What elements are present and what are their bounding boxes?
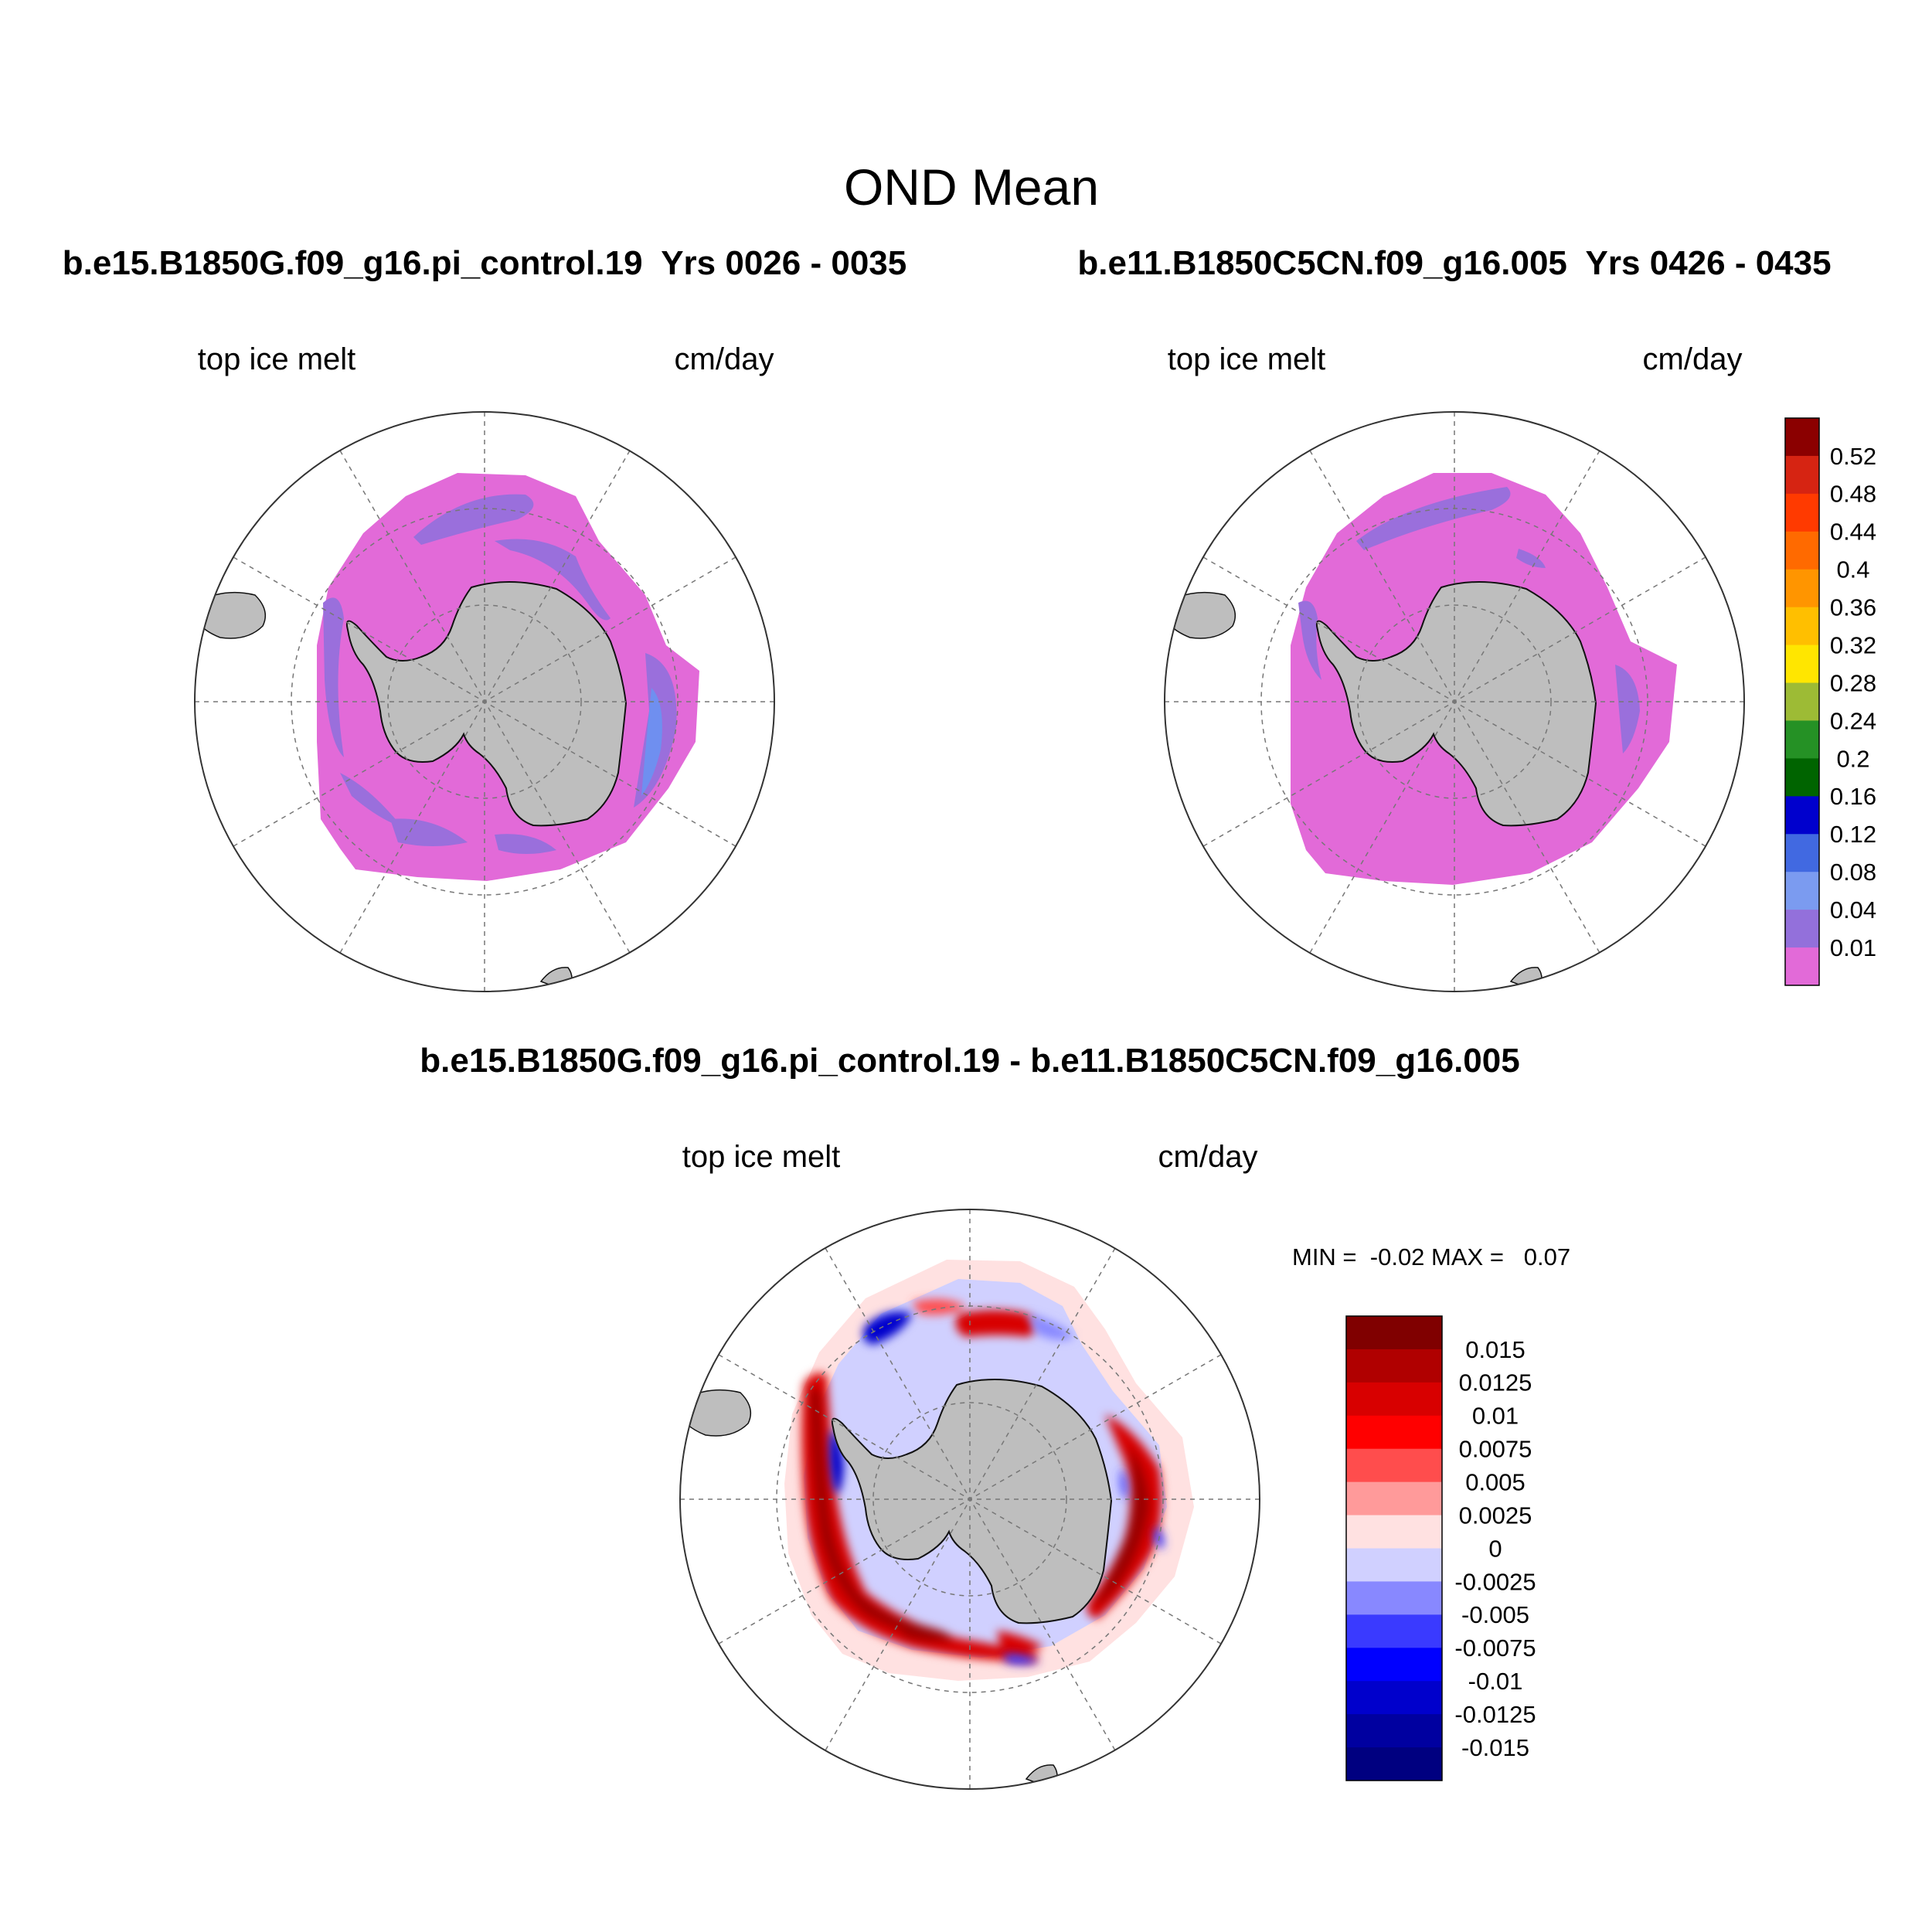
right-polar-map (1164, 411, 1745, 992)
top-colorbar-label: 0.28 (1830, 669, 1876, 696)
left-case-title: b.e15.B1850G.f09_g16.pi_control.19 Yrs 0… (63, 244, 906, 282)
diff-colorbar-label: -0.005 (1461, 1601, 1529, 1628)
diff-colorbar-label: -0.0125 (1454, 1701, 1536, 1728)
diff-colorbar-box (1346, 1349, 1442, 1383)
top-colorbar-box (1785, 531, 1819, 570)
diff-colorbar-box (1346, 1648, 1442, 1682)
top-colorbar-box (1785, 872, 1819, 910)
left-graticule (195, 412, 774, 992)
diff-south-america (680, 1389, 752, 1437)
diff-red-bands (801, 1299, 1162, 1663)
diff-colorbar-box (1346, 1515, 1442, 1549)
top-colorbar-label: 0.04 (1830, 896, 1876, 923)
diff-colorbar-box (1346, 1548, 1442, 1582)
diff-colorbar-frame (1345, 1315, 1443, 1781)
diff-colorbar-label: 0.0075 (1459, 1436, 1532, 1463)
diff-colorbar-label: 0.01 (1472, 1403, 1519, 1430)
top-colorbar-box (1785, 796, 1819, 835)
diff-colorbar-box (1346, 1747, 1442, 1781)
top-colorbar-box (1785, 569, 1819, 608)
top-colorbar-label: 0.52 (1830, 443, 1876, 470)
top-colorbar-label: 0.48 (1830, 481, 1876, 508)
diff-graticule (680, 1209, 1260, 1789)
top-colorbar-box (1785, 720, 1819, 759)
diff-colorbar: 0.015 0.0125 0.01 0.0075 0.005 0.0025 0 -0.0025… (1345, 1315, 1536, 1781)
left-antarctica (345, 580, 628, 827)
diff-colorbar-label: -0.01 (1468, 1668, 1523, 1695)
top-colorbar-box (1785, 682, 1819, 721)
right-units-label: cm/day (1643, 342, 1743, 376)
top-colorbar-box (1785, 493, 1819, 532)
top-colorbar-box (1785, 455, 1819, 495)
diff-polar-map (679, 1209, 1260, 1790)
right-antarctica (1315, 580, 1597, 827)
diff-colorbar-label: 0 (1488, 1535, 1502, 1562)
top-colorbar-label: 0.36 (1830, 594, 1876, 621)
diff-colorbar-box (1346, 1316, 1442, 1350)
right-variable-label: top ice melt (1168, 342, 1326, 376)
right-south-america (1165, 591, 1236, 639)
diff-colorbar-box (1346, 1681, 1442, 1715)
diff-colorbar-box (1346, 1448, 1442, 1483)
top-colorbar-box (1785, 947, 1819, 986)
right-ice-level-004 (1356, 487, 1511, 550)
top-colorbar-label: 0.01 (1830, 934, 1876, 961)
left-polar-map (194, 411, 775, 992)
diff-units-label: cm/day (1158, 1140, 1258, 1174)
diff-colorbar-label: -0.015 (1461, 1734, 1529, 1761)
left-ice-level-004 (413, 494, 534, 545)
diff-variable-label: top ice melt (682, 1140, 841, 1174)
top-colorbar-label: 0.44 (1830, 519, 1876, 546)
top-colorbar-box (1785, 418, 1819, 457)
top-colorbar-label: 0.32 (1830, 631, 1876, 658)
top-colorbar-box (1785, 607, 1819, 646)
diff-colorbar-label: 0.015 (1465, 1336, 1526, 1363)
diff-case-title: b.e15.B1850G.f09_g16.pi_control.19 - b.e… (420, 1042, 1519, 1080)
top-colorbar-box (1785, 834, 1819, 872)
left-ice-level-008 (641, 688, 662, 796)
diff-colorbar-box (1346, 1415, 1442, 1450)
diff-minmax-label: MIN = -0.02 MAX = 0.07 (1292, 1243, 1570, 1270)
top-colorbar-box (1785, 910, 1819, 948)
right-graticule (1165, 412, 1744, 992)
diff-colorbar-label: 0.0025 (1459, 1502, 1532, 1529)
diff-colorbar-box (1346, 1714, 1442, 1748)
diff-colorbar-box (1346, 1382, 1442, 1417)
top-colorbar-label: 0.12 (1830, 821, 1876, 848)
top-colorbar-box (1785, 758, 1819, 797)
diff-colorbar-box (1346, 1481, 1442, 1516)
top-colorbar-label: 0.2 (1836, 745, 1869, 772)
right-case-title: b.e11.B1850C5CN.f09_g16.005 Yrs 0426 - 0… (1077, 244, 1831, 282)
left-south-america (195, 591, 267, 639)
top-colorbar: 0.52 0.48 0.44 0.4 0.36 0.32 0.28 0.24 0.2 0.16 0.… (1784, 417, 1876, 986)
top-colorbar-label: 0.08 (1830, 859, 1876, 886)
diff-colorbar-label: -0.0075 (1454, 1634, 1536, 1662)
diff-antarctica (831, 1378, 1113, 1624)
left-variable-label: top ice melt (198, 342, 356, 376)
figure-title: OND Mean (844, 158, 1099, 216)
left-units-label: cm/day (675, 342, 774, 376)
diff-colorbar-label: -0.0025 (1454, 1568, 1536, 1595)
top-colorbar-label: 0.4 (1836, 556, 1869, 583)
top-colorbar-label: 0.24 (1830, 707, 1876, 734)
diff-colorbar-box (1346, 1614, 1442, 1648)
diff-colorbar-label: 0.005 (1465, 1468, 1526, 1495)
top-colorbar-label: 0.16 (1830, 783, 1876, 810)
diff-colorbar-box (1346, 1581, 1442, 1615)
diff-colorbar-label: 0.0125 (1459, 1369, 1532, 1396)
top-colorbar-box (1785, 645, 1819, 684)
top-colorbar-frame (1784, 417, 1820, 986)
